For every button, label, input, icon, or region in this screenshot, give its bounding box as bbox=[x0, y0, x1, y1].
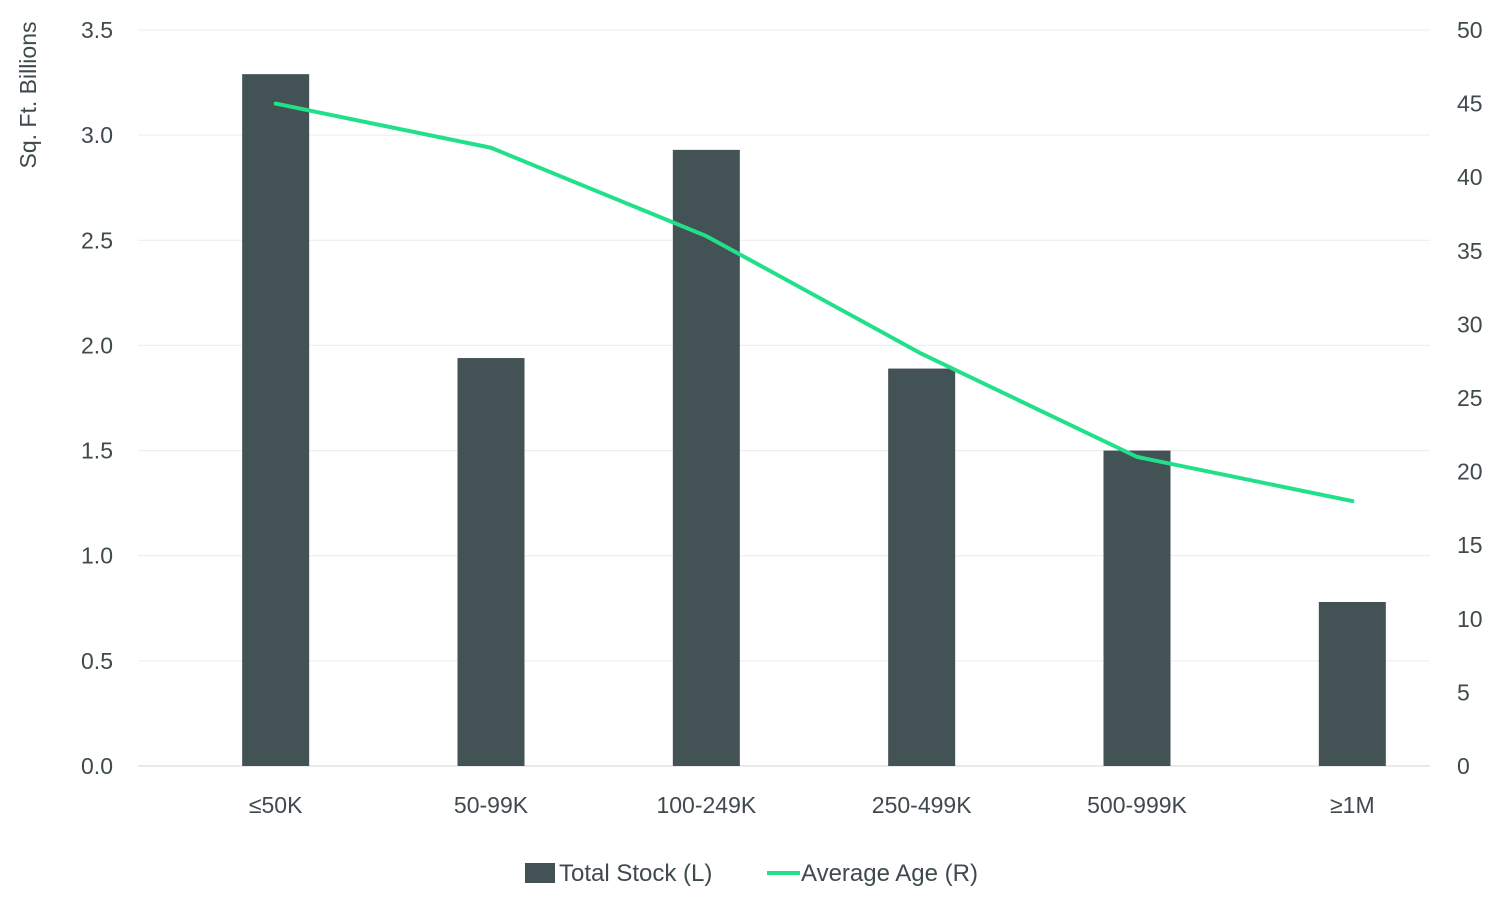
x-tick-label: 100-249K bbox=[656, 792, 756, 818]
average-age-line bbox=[273, 101, 1355, 504]
legend-label-total-stock: Total Stock (L) bbox=[559, 860, 712, 887]
x-tick-label: ≤50K bbox=[249, 792, 303, 818]
x-tick-label: ≥1M bbox=[1330, 792, 1375, 818]
y2-tick-label: 0 bbox=[1457, 753, 1470, 779]
legend-swatch-total-stock bbox=[525, 863, 555, 883]
y-tick-label: 2.5 bbox=[81, 227, 113, 253]
y-tick-label: 3.0 bbox=[81, 122, 113, 148]
bar-series bbox=[242, 74, 1386, 766]
line-series bbox=[273, 101, 1355, 504]
y2-tick-label: 35 bbox=[1457, 238, 1483, 264]
bar-≥1M bbox=[1318, 601, 1386, 766]
gridlines bbox=[138, 29, 1430, 767]
y-tick-label: 3.5 bbox=[81, 17, 113, 43]
y-tick-label: 1.5 bbox=[81, 438, 113, 464]
legend: Total Stock (L) Average Age (R) bbox=[525, 860, 978, 887]
bar-250-499K bbox=[888, 368, 956, 766]
y2-tick-label: 30 bbox=[1457, 311, 1483, 337]
y-axis-label: Sq. Ft. Billions bbox=[15, 22, 41, 169]
bar-50-99K bbox=[457, 358, 525, 766]
y2-tick-label: 50 bbox=[1457, 17, 1483, 43]
y2-tick-label: 10 bbox=[1457, 606, 1483, 632]
y2-tick-label: 40 bbox=[1457, 164, 1483, 190]
y-tick-label: 0.5 bbox=[81, 648, 113, 674]
bar-≤50K bbox=[242, 74, 310, 766]
left-axis-ticks: 0.0 0.5 1.0 1.5 2.0 2.5 3.0 3.5 bbox=[81, 17, 113, 779]
legend-label-average-age: Average Age (R) bbox=[801, 860, 978, 887]
right-axis-ticks: 0 5 10 15 20 25 30 35 40 45 50 bbox=[1457, 17, 1483, 779]
y2-tick-label: 5 bbox=[1457, 679, 1470, 705]
y-tick-label: 2.0 bbox=[81, 332, 113, 358]
y2-tick-label: 45 bbox=[1457, 91, 1483, 117]
x-tick-label: 250-499K bbox=[872, 792, 972, 818]
bar-500-999K bbox=[1103, 450, 1171, 766]
x-axis-ticks: ≤50K 50-99K 100-249K 250-499K 500-999K ≥1M bbox=[249, 792, 1375, 818]
y-tick-label: 0.0 bbox=[81, 753, 113, 779]
bar-100-249K bbox=[672, 149, 740, 766]
y-tick-label: 1.0 bbox=[81, 543, 113, 569]
x-tick-label: 50-99K bbox=[454, 792, 529, 818]
y2-tick-label: 20 bbox=[1457, 459, 1483, 485]
x-tick-label: 500-999K bbox=[1087, 792, 1187, 818]
y2-tick-label: 15 bbox=[1457, 532, 1483, 558]
y2-tick-label: 25 bbox=[1457, 385, 1483, 411]
